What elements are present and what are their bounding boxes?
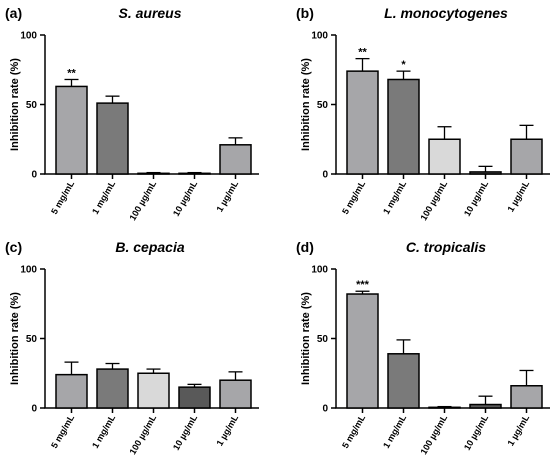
x-tick-label: 100 µg/mL [418,413,449,457]
x-tick-label: 1 µg/mL [505,413,531,448]
x-tick-label: 10 µg/mL [171,179,200,218]
panel-title: C. tropicalis [406,239,486,255]
bar-1 [55,373,88,409]
panel-title: L. monocytogenes [384,5,508,21]
x-tick-label: 1 µg/mL [214,179,240,214]
bar-2 [387,353,420,409]
x-tick-label: 5 mg/mL [49,179,76,216]
y-tick-label: 0 [322,404,328,415]
panel-title: B. cepacia [115,239,184,255]
chart-panel-2: (b) L. monocytogenes Inhibition rate (%) 0 5… [296,5,550,222]
y-tick-label: 0 [31,404,37,415]
bar-1 [346,70,379,175]
chart-panel-4: (d) C. tropicalis Inhibition rate (%) 0 50 10… [296,239,550,456]
x-tick-label: 10 µg/mL [462,413,491,452]
panel-label: (b) [296,5,314,21]
x-tick-label: 100 µg/mL [127,179,158,223]
bar-3 [137,172,170,175]
x-tick-label: 1 µg/mL [214,413,240,448]
bar-5 [219,144,252,175]
chart-panel-3: (c) B. cepacia Inhibition rate (%) 0 50 100 5 … [5,239,259,456]
bar-4 [178,172,211,175]
significance-marker: ** [358,47,367,59]
bar-4 [178,386,211,409]
x-tick-label: 1 mg/mL [90,179,117,216]
significance-marker: *** [356,279,370,291]
significance-marker: ** [67,67,76,79]
bar-1 [55,85,88,175]
x-tick-label: 100 µg/mL [127,413,158,457]
bar-4 [469,171,502,175]
bar-5 [510,138,543,175]
y-tick-label: 0 [322,170,328,181]
significance-marker: * [401,59,406,71]
y-axis-label: Inhibition rate (%) [300,292,312,385]
x-tick-label: 100 µg/mL [418,179,449,223]
panel-label: (a) [5,5,22,21]
bar-2 [387,78,420,175]
bar-5 [510,385,543,409]
x-tick-label: 1 mg/mL [90,413,117,450]
x-tick-label: 1 µg/mL [505,179,531,214]
y-axis-label: Inhibition rate (%) [9,292,21,385]
bar-4 [469,403,502,409]
y-tick-label: 50 [26,334,38,345]
x-tick-label: 5 mg/mL [49,413,76,450]
y-tick-label: 50 [317,334,329,345]
x-tick-label: 5 mg/mL [340,179,367,216]
bar-3 [428,406,461,409]
panel-title: S. aureus [118,5,181,21]
panel-label: (d) [296,239,314,255]
x-tick-label: 1 mg/mL [381,179,408,216]
x-tick-label: 5 mg/mL [340,413,367,450]
y-tick-label: 100 [311,31,328,42]
y-tick-label: 100 [311,265,328,276]
y-axis-label: Inhibition rate (%) [300,58,312,151]
bar-1 [346,293,379,409]
bar-2 [96,102,129,175]
bar-3 [137,372,170,409]
x-tick-label: 1 mg/mL [381,413,408,450]
panel-label: (c) [5,239,22,255]
x-tick-label: 10 µg/mL [462,179,491,218]
y-tick-label: 50 [26,100,38,111]
y-tick-label: 50 [317,100,329,111]
chart-panel-1: (a) S. aureus Inhibition rate (%) 0 50 100 5 m… [5,5,259,222]
bar-5 [219,379,252,409]
y-axis-label: Inhibition rate (%) [9,58,21,151]
y-tick-label: 100 [20,265,37,276]
x-tick-label: 10 µg/mL [171,413,200,452]
y-tick-label: 0 [31,170,37,181]
bar-3 [428,138,461,175]
bar-2 [96,368,129,409]
y-tick-label: 100 [20,31,37,42]
